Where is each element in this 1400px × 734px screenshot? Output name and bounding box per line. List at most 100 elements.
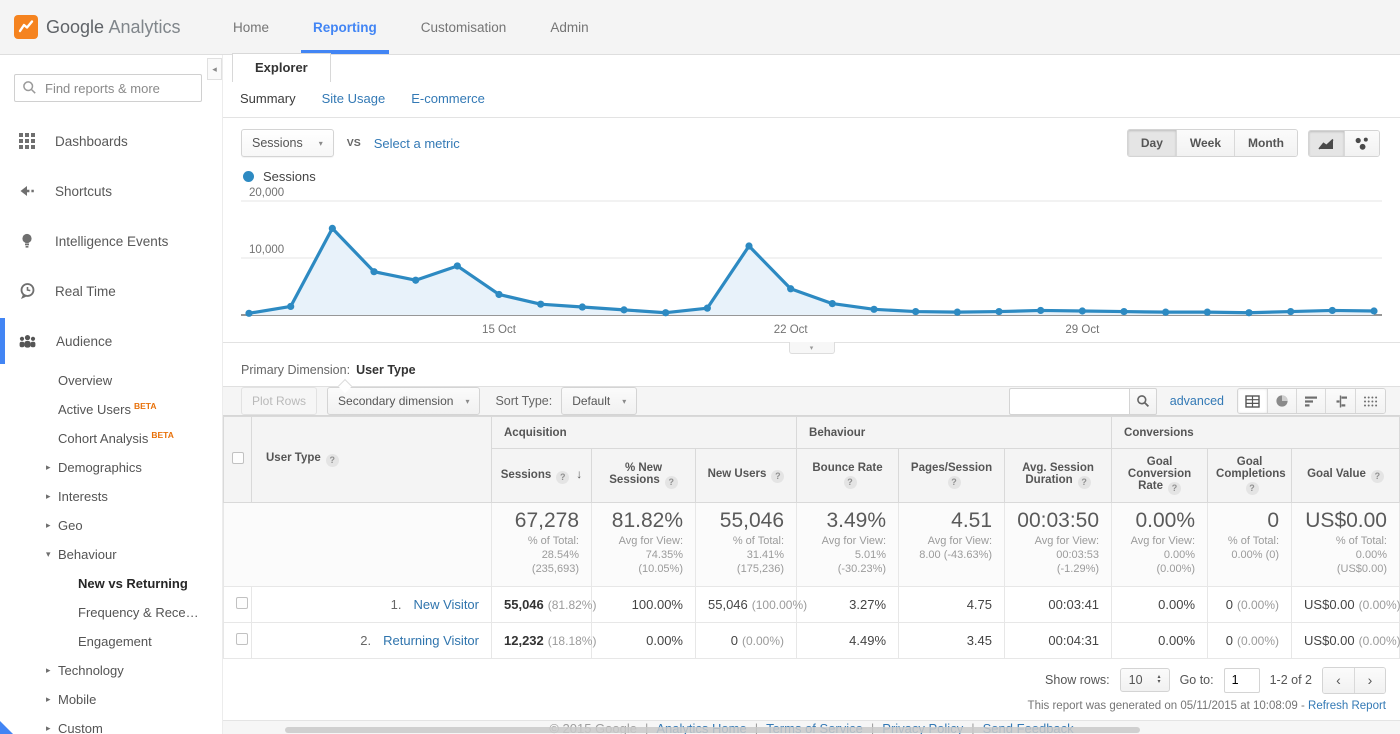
subnav-ecommerce[interactable]: E-commerce [411,91,485,106]
help-icon[interactable]: ? [947,475,961,489]
column-header-new-sessions[interactable]: % New Sessions? [591,448,696,503]
sessions-timeline-chart[interactable]: 10,000 20,000 15 Oct 22 Oct 29 Oct [223,185,1400,342]
motion-chart-icon [1355,137,1368,150]
explorer-subnav: Summary Site Usage E-commerce [223,82,1400,118]
data-table-view-button[interactable] [1238,389,1267,413]
motion-chart-button[interactable] [1344,130,1379,156]
help-icon[interactable]: ? [771,469,785,483]
previous-page-button[interactable]: ‹ [1323,667,1354,693]
svg-text:22 Oct: 22 Oct [774,324,809,336]
sidebar-item-new-vs-returning[interactable]: New vs Returning [78,576,188,591]
subnav-summary[interactable]: Summary [240,91,296,106]
sort-descending-icon[interactable]: ↓ [576,467,583,481]
sidebar-item-behaviour[interactable]: ▾ Behaviour [46,547,117,562]
sidebar-item-frequency-recency[interactable]: Frequency & Rece… [78,605,199,620]
sidebar-item-interests[interactable]: ▸ Interests [46,489,108,504]
returning-visitor-link[interactable]: Returning Visitor [383,632,479,648]
chevron-down-icon: ▾ [622,396,627,406]
help-icon[interactable]: ? [664,475,678,489]
refresh-report-link[interactable]: Refresh Report [1308,699,1386,712]
find-reports-input[interactable] [14,74,202,102]
sidebar-item-mobile[interactable]: ▸ Mobile [46,692,97,707]
sidebar-item-geo[interactable]: ▸ Geo [46,518,83,533]
table-search-input[interactable] [1008,387,1129,415]
horizontal-scrollbar-thumb[interactable] [285,727,1140,733]
performance-view-button[interactable] [1296,389,1325,413]
column-header-goal-value[interactable]: Goal Value? [1291,448,1400,503]
column-header-goal-conversion-rate[interactable]: Goal Conversion Rate? [1111,448,1209,503]
column-header-pages-session[interactable]: Pages/Session? [898,448,1006,503]
select-a-metric-link[interactable]: Select a metric [373,135,460,151]
goto-page-input[interactable] [1223,667,1260,693]
granularity-week-button[interactable]: Week [1175,130,1235,156]
percentage-view-button[interactable] [1267,389,1296,413]
help-icon[interactable]: ? [1168,481,1181,495]
sidebar-item-active-users[interactable]: Active Users BETA [58,400,157,418]
pivot-icon [1364,396,1378,406]
column-header-sessions[interactable]: Sessions? ↓ [491,448,592,503]
chevron-right-icon: ▸ [46,462,51,472]
nav-home[interactable]: Home [233,19,270,35]
shortcuts-arrow-icon [20,186,34,196]
table-search-button[interactable] [1128,387,1157,415]
chevron-right-icon: ▸ [46,723,51,733]
sidebar-item-cohort-analysis[interactable]: Cohort Analysis BETA [58,429,174,447]
chart-legend: Sessions [223,160,1400,185]
column-header-avg-session-duration[interactable]: Avg. Session Duration? [1004,448,1113,503]
granularity-month-button[interactable]: Month [1234,130,1297,156]
next-page-button[interactable]: › [1354,667,1385,693]
beta-badge: BETA [133,400,157,411]
nav-admin[interactable]: Admin [550,19,589,35]
legend-dot [243,171,254,182]
sidebar-item-demographics[interactable]: ▸ Demographics [46,460,142,475]
google-analytics-logo[interactable]: Google Analytics [14,15,219,39]
sidebar-item-shortcuts[interactable]: Shortcuts [0,166,222,216]
subnav-site-usage[interactable]: Site Usage [321,91,386,106]
column-header-goal-completions[interactable]: Goal Completions? [1207,448,1293,503]
help-icon[interactable]: ? [325,453,339,467]
chevron-down-icon: ▾ [46,549,51,559]
secondary-dimension-dropdown[interactable]: Secondary dimension ▾ [327,387,481,415]
group-header-conversions: Conversions [1111,416,1400,449]
sidebar-item-engagement[interactable]: Engagement [78,634,152,649]
chevron-right-icon: ▸ [46,520,51,530]
tab-explorer[interactable]: Explorer [232,53,331,82]
row-checkbox[interactable] [236,632,248,645]
sidebar-item-real-time[interactable]: Real Time [0,266,222,316]
chart-controls: Sessions ▾ VS Select a metric Day Week M… [223,118,1400,160]
timeline-expand-handle[interactable]: ▾ [788,342,835,354]
help-icon[interactable]: ? [1077,475,1091,489]
sidebar-item-technology[interactable]: ▸ Technology [46,663,124,678]
column-header-new-users[interactable]: New Users? [694,448,798,503]
line-chart-button[interactable] [1309,130,1344,156]
sidebar-item-custom[interactable]: ▸ Custom [46,721,103,734]
metric-selector-dropdown[interactable]: Sessions ▾ [241,129,334,157]
sidebar-item-intelligence-events[interactable]: Intelligence Events [0,216,222,266]
sidebar-item-dashboards[interactable]: Dashboards [0,116,222,166]
nav-reporting[interactable]: Reporting [301,0,389,54]
advanced-search-link[interactable]: advanced [1169,394,1224,408]
feedback-corner-icon[interactable] [0,721,13,734]
column-header-user-type[interactable]: User Type? [251,416,492,503]
pivot-view-button[interactable] [1355,389,1385,413]
row-checkbox[interactable] [236,596,248,609]
help-icon[interactable]: ? [1370,469,1384,483]
help-icon[interactable]: ? [1245,481,1259,495]
new-visitor-link[interactable]: New Visitor [413,596,479,612]
column-header-bounce-rate[interactable]: Bounce Rate? [796,448,900,503]
sidebar-item-audience[interactable]: Audience [0,316,222,366]
search-icon [22,80,37,95]
sidebar-collapse-button[interactable]: ◂ [207,58,222,80]
plot-rows-button[interactable]: Plot Rows [241,387,318,415]
sidebar-item-overview[interactable]: Overview [58,373,113,388]
nav-customisation[interactable]: Customisation [420,19,507,35]
select-all-checkbox[interactable] [231,451,244,464]
help-icon[interactable]: ? [843,475,857,489]
granularity-day-button[interactable]: Day [1127,130,1176,156]
report-content: ◂ Explorer Summary Site Usage E-commerce… [207,53,1400,734]
show-rows-select[interactable]: 10 ▴ ▾ [1119,668,1170,693]
sort-type-dropdown[interactable]: Default ▾ [561,387,638,415]
primary-dimension-user-type[interactable]: User Type [356,363,416,377]
help-icon[interactable]: ? [556,470,570,484]
comparison-view-button[interactable] [1325,389,1355,413]
